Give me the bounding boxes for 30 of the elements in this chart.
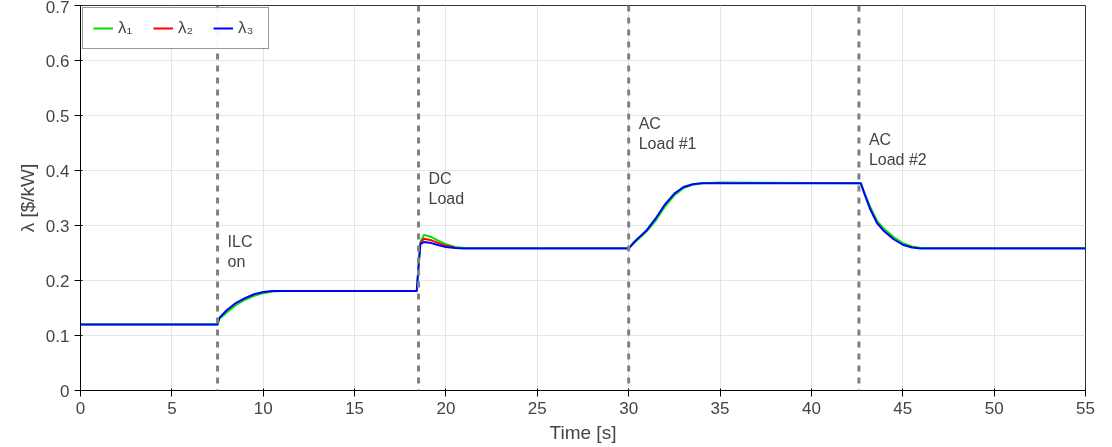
legend-label: λ₃ [238, 18, 255, 38]
x-tick-label: 40 [801, 398, 821, 418]
y-tick-label: 0.3 [45, 216, 70, 236]
y-axis-title: λ [$/kW] [16, 163, 38, 233]
x-tick-label: 50 [984, 398, 1004, 418]
x-axis-title: Time [s] [549, 421, 617, 443]
y-tick-label: 0.5 [45, 106, 70, 126]
y-tick-label: 0.6 [45, 51, 70, 71]
line-series [419, 237, 457, 249]
annotation: ILC on [227, 233, 253, 271]
x-tick-label: 45 [893, 398, 913, 418]
y-tick-label: 0.1 [45, 326, 70, 346]
y-tick-label: 0 [60, 381, 70, 401]
x-tick-label: 5 [167, 398, 177, 418]
y-tick-label: 0.7 [45, 0, 70, 17]
x-tick-label: 25 [527, 398, 547, 418]
x-tick-label: 20 [436, 398, 456, 418]
x-tick-label: 30 [619, 398, 639, 418]
annotation: AC Load #2 [868, 131, 927, 169]
x-tick-label: 10 [253, 398, 273, 418]
x-tick-label: 35 [710, 398, 730, 418]
x-tick-label: 0 [75, 398, 86, 418]
legend-label: λ₁ [118, 18, 134, 38]
y-tick-label: 0.4 [45, 161, 70, 181]
x-tick-label: 15 [345, 398, 365, 418]
y-tick-label: 0.2 [45, 271, 70, 291]
x-tick-label: 55 [1076, 398, 1095, 418]
annotation: DC Load [428, 170, 465, 208]
legend-label: λ₂ [178, 18, 195, 38]
annotation: AC Load #1 [638, 115, 697, 153]
